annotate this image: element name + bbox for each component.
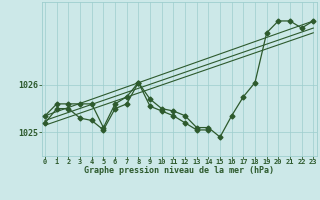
- X-axis label: Graphe pression niveau de la mer (hPa): Graphe pression niveau de la mer (hPa): [84, 166, 274, 175]
